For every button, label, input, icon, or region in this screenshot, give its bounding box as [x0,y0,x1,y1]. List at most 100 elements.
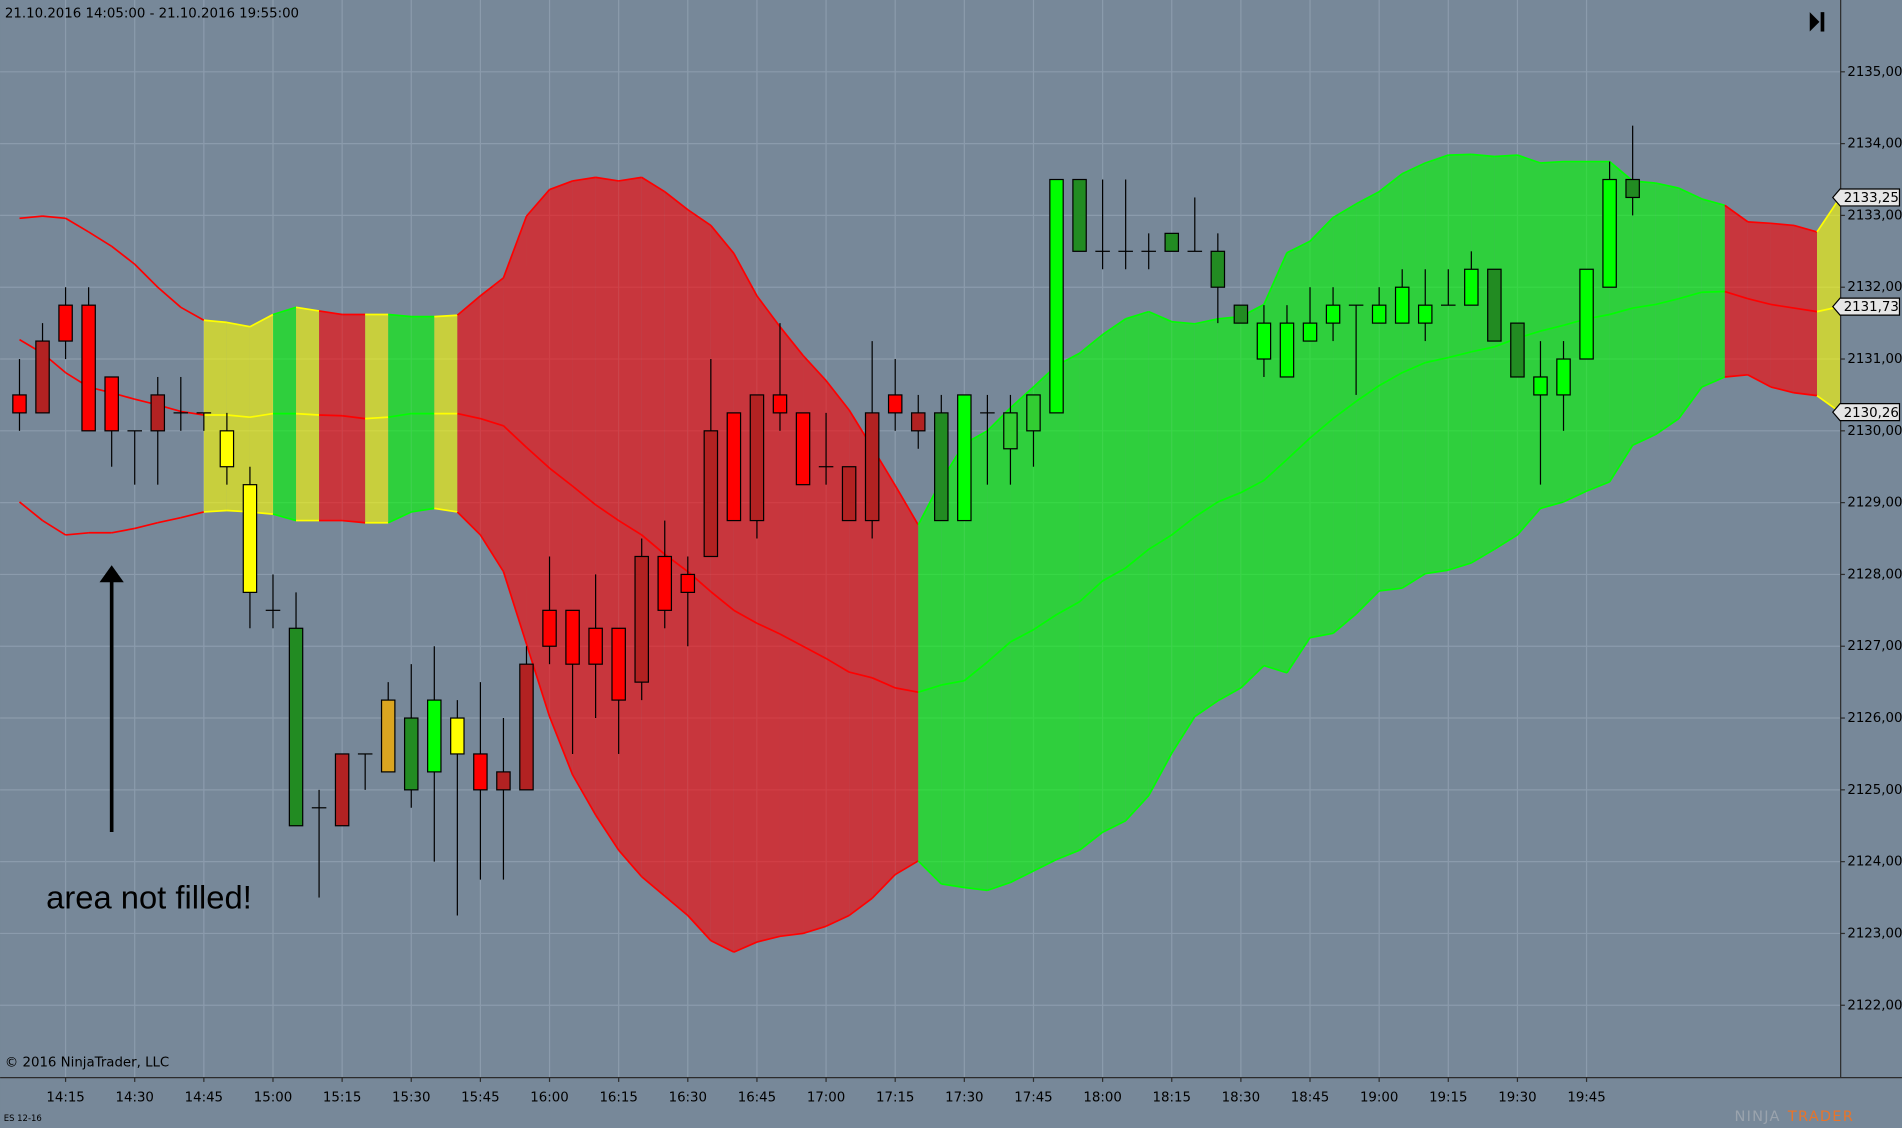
candle-body [957,394,972,522]
y-tick-label: 2132,00 [1847,280,1902,295]
band-middle-line [756,622,781,635]
band-upper-line [664,191,689,211]
candle-body [1210,250,1226,288]
band-fill [249,314,273,515]
band-middle-line [226,414,251,419]
scroll-end-button[interactable] [1809,12,1825,32]
x-tick-label: 18:45 [1291,1091,1329,1106]
band-upper-line [779,326,804,356]
band-fill [1148,311,1172,796]
band-lower-line [687,914,712,942]
band-fill [1517,155,1541,535]
candle-body [634,555,649,683]
band-lower-line [1586,481,1610,492]
band-middle-line [1033,613,1057,631]
band-upper-line [1448,153,1472,156]
band-upper-line [157,286,182,308]
candle-body [1049,178,1064,414]
band-upper-line [618,176,642,182]
band-lower-line [1770,386,1795,394]
band-middle-line [917,684,942,693]
band-middle-line [825,657,850,673]
candle-body [1072,178,1087,252]
candle-body [657,555,673,611]
candle-body [427,699,442,773]
candle-body [1233,304,1249,324]
band-upper-line [1701,198,1726,207]
band-middle-line [641,534,666,555]
candle-body [288,627,304,827]
band-lower-line [387,511,412,524]
band-middle-line [1632,303,1656,309]
band-middle-line [871,677,896,689]
candle-body [519,663,534,791]
candle-body [35,340,50,414]
band-fill [480,277,504,572]
band-lower-line [964,886,988,892]
price-marker [1831,403,1901,422]
band-lower-line [871,873,896,899]
band-upper-line [1102,318,1127,336]
candle-body [588,627,603,665]
band-middle-line [502,425,528,448]
candle-body [910,412,926,432]
band-middle-line [1471,345,1495,353]
band-middle-line [1425,356,1449,364]
band-fill [1333,203,1357,634]
price-markers: 2133,25 2131,73 2130,26 [1831,188,1901,422]
band-middle-line [733,609,758,624]
band-lower-line [18,501,44,522]
band-lower-line [779,932,804,938]
candle-body [841,466,857,522]
band-upper-line [88,231,113,248]
band-fill [388,314,412,523]
band-upper-line [802,354,827,382]
x-tick-label: 15:00 [254,1091,292,1106]
band-lower-line [1056,849,1080,861]
price-marker [1831,188,1901,207]
band-lower-line [917,860,942,885]
band-upper-line [894,484,919,526]
band-upper-line [1517,154,1541,164]
candles [12,125,1640,916]
band-middle-line [1286,437,1311,461]
band-lower-line [848,897,873,917]
band-lower-line [1448,562,1472,571]
band-lower-line [1401,572,1426,589]
band-upper-line [1332,203,1357,219]
band-middle-line [1309,417,1334,439]
band-lower-line [1655,417,1680,436]
candle-body [1510,322,1525,378]
band-middle-line [480,417,504,427]
candle-body [104,376,119,432]
band-lower-line [1701,376,1726,388]
candle-body [1164,232,1180,252]
band-lower-line [525,643,551,717]
band-middle-line [595,504,620,522]
band-middle-line [365,416,389,420]
band-middle-line [1793,307,1818,313]
y-tick-label: 2135,00 [1847,65,1902,80]
band-lower-line [1217,687,1242,702]
y-tick-label: 2124,00 [1847,855,1902,870]
candle-body [1487,268,1502,342]
band-upper-line [134,263,159,288]
band-upper-line [434,314,458,318]
band-fill [1494,155,1518,550]
band-upper-line [1609,160,1634,182]
band-fill [849,410,873,916]
band-upper-line [1401,162,1426,175]
icon [1809,12,1820,32]
axis: 2122,00 2123,00 2124,00 2125,00 2126,00 2127,… [46,65,1902,1106]
band-middle-line [1747,297,1772,306]
band-upper-line [1309,216,1334,242]
band-middle-line [1355,384,1380,403]
band-lower-line [571,774,597,816]
band-fill [1194,318,1218,717]
band-fill [1770,223,1794,393]
band-fill [918,480,942,884]
band-fill [941,443,965,888]
candle-body [542,609,557,647]
band-fill [1356,191,1380,614]
band-middle-line [1448,351,1472,359]
